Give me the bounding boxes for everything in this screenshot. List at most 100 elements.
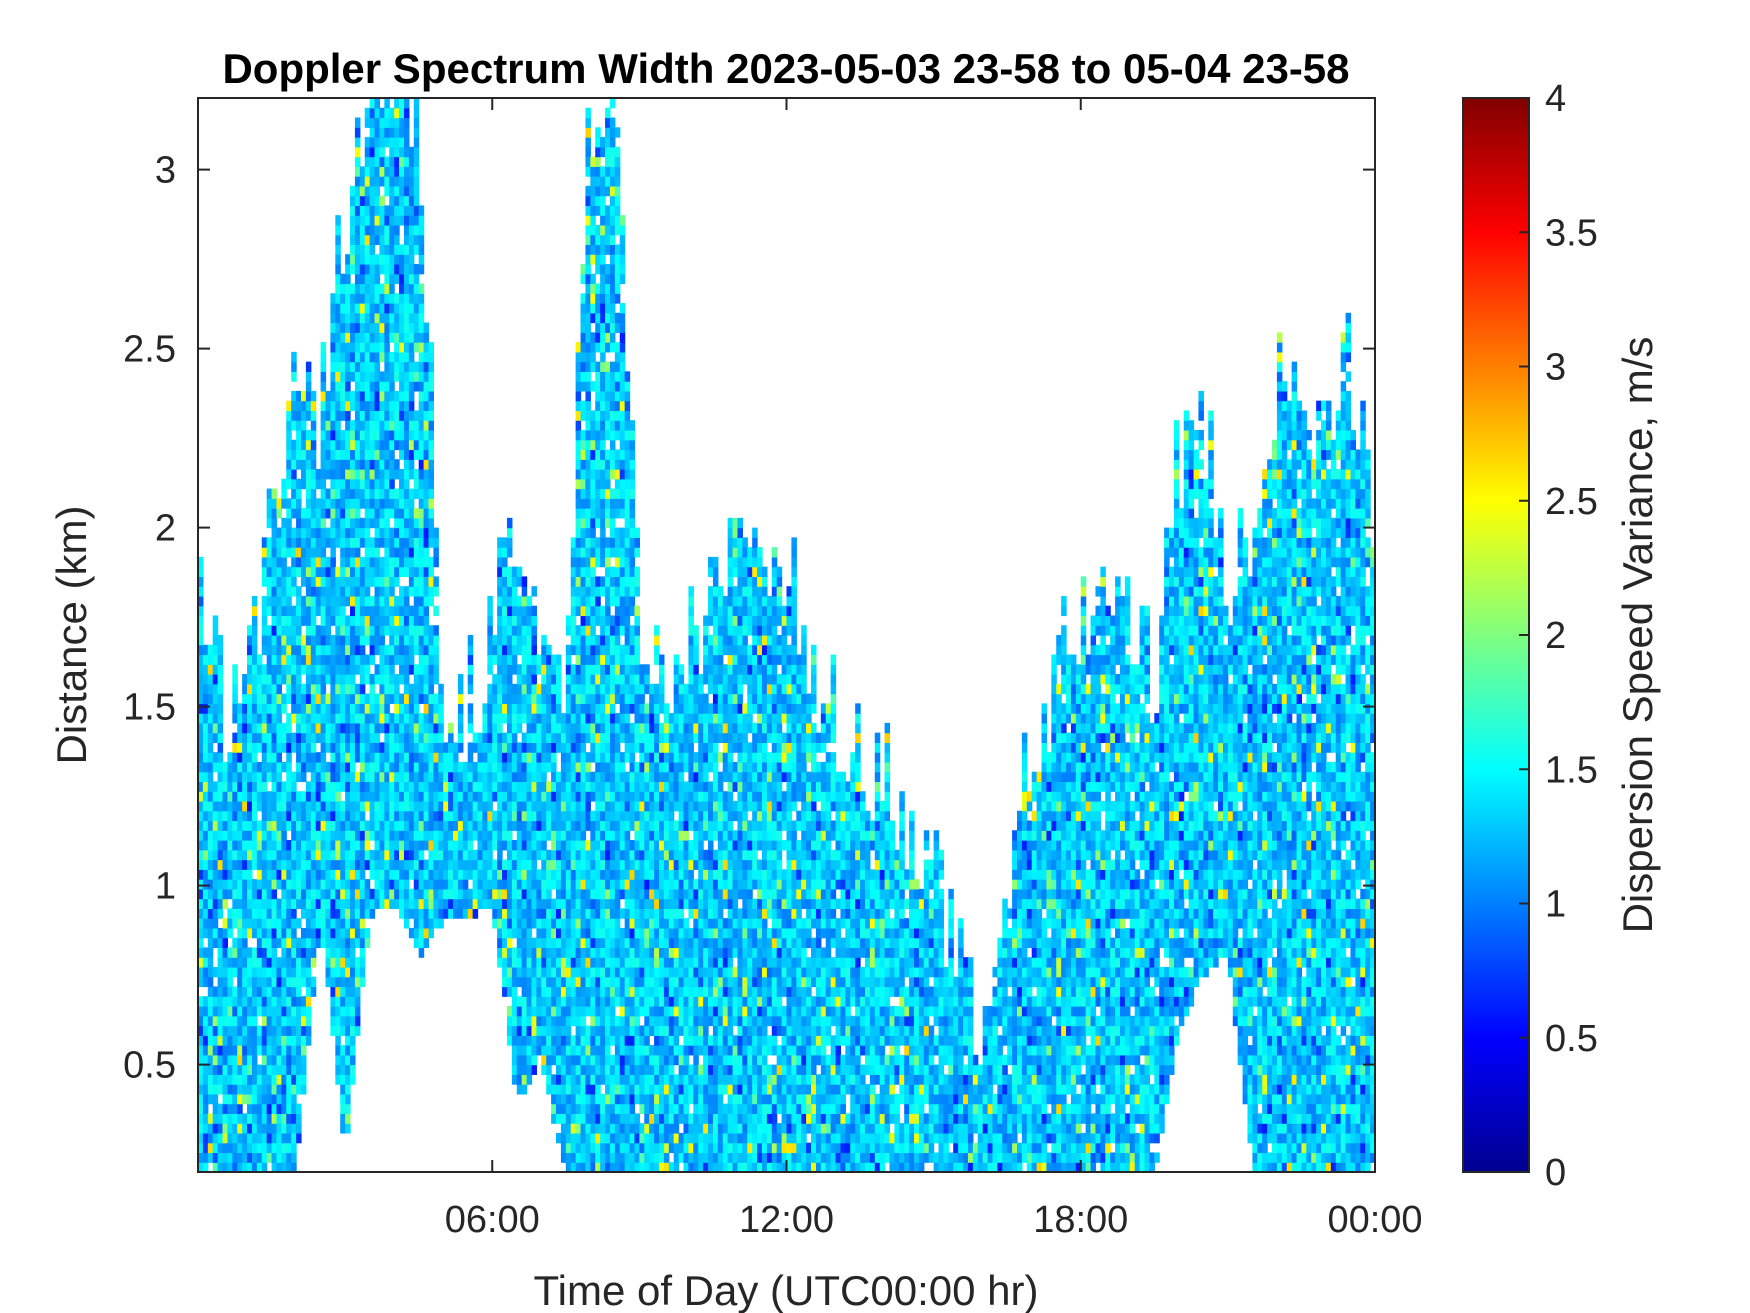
heatmap-cell — [222, 1054, 229, 1066]
heatmap-cell — [374, 224, 381, 236]
heatmap-cell — [266, 966, 273, 978]
heatmap-cell — [330, 674, 336, 685]
heatmap-cell — [428, 400, 434, 412]
heatmap-cell — [359, 556, 366, 568]
heatmap-cell — [305, 517, 312, 529]
heatmap-cell — [457, 830, 464, 841]
heatmap-cell — [521, 703, 528, 714]
heatmap-cell — [291, 879, 297, 890]
heatmap-cell — [560, 752, 567, 763]
heatmap-cell — [271, 879, 278, 890]
heatmap-cell — [600, 947, 606, 958]
heatmap-cell — [428, 566, 434, 578]
heatmap-cell — [600, 820, 606, 831]
heatmap-cell — [202, 683, 209, 695]
heatmap-cell — [345, 254, 351, 265]
heatmap-cell — [266, 537, 273, 548]
heatmap-cell — [580, 381, 587, 392]
heatmap-cell — [418, 381, 425, 392]
heatmap-cell — [281, 966, 287, 978]
heatmap-cell — [492, 635, 498, 646]
heatmap-cell — [202, 644, 209, 656]
heatmap-cell — [232, 1006, 238, 1017]
heatmap-cell — [198, 927, 204, 939]
heatmap-cell — [590, 449, 596, 460]
heatmap-cell — [605, 595, 611, 607]
heatmap-cell — [207, 1132, 214, 1144]
heatmap-cell — [399, 429, 405, 441]
heatmap-cell — [600, 693, 606, 704]
heatmap-cell — [296, 713, 302, 724]
heatmap-cell — [511, 1006, 518, 1017]
heatmap-cell — [340, 1093, 346, 1105]
heatmap-cell — [251, 947, 258, 958]
heatmap-cell — [202, 732, 209, 743]
heatmap-cell — [286, 986, 292, 997]
heatmap-cell — [575, 410, 582, 421]
heatmap-cell — [247, 713, 253, 724]
heatmap-cell — [551, 927, 557, 939]
heatmap-cell — [506, 781, 513, 792]
heatmap-cell — [374, 556, 381, 568]
heatmap-cell — [546, 752, 552, 763]
heatmap-cell — [207, 1123, 214, 1134]
heatmap-cells — [198, 98, 1375, 1172]
heatmap-cell — [408, 176, 415, 187]
heatmap-cell — [502, 693, 508, 704]
heatmap-cell — [374, 791, 381, 802]
heatmap-cell — [300, 664, 307, 675]
heatmap-cell — [369, 761, 376, 773]
heatmap-cell — [600, 1035, 606, 1046]
heatmap-cell — [281, 1064, 287, 1075]
heatmap-cell — [374, 625, 381, 636]
heatmap-cell — [242, 849, 248, 861]
heatmap-cell — [345, 1074, 351, 1085]
heatmap-cell — [354, 215, 361, 226]
heatmap-cell — [595, 1064, 601, 1075]
heatmap-cell — [340, 283, 346, 294]
heatmap-cell — [300, 1054, 307, 1066]
heatmap-cell — [580, 469, 587, 480]
heatmap-cell — [271, 976, 278, 988]
heatmap-cell — [325, 693, 332, 704]
heatmap-cell — [330, 537, 336, 548]
heatmap-cell — [590, 166, 596, 177]
heatmap-cell — [394, 898, 400, 909]
heatmap-cell — [418, 527, 425, 538]
heatmap-cell — [418, 263, 425, 275]
heatmap-cell — [310, 449, 317, 460]
heatmap-cell — [198, 1045, 204, 1056]
heatmap-cell — [374, 498, 381, 509]
heatmap-cell — [379, 800, 385, 812]
heatmap-cell — [271, 869, 278, 880]
heatmap-cell — [261, 986, 268, 997]
heatmap-cell — [379, 566, 385, 578]
heatmap-cell — [556, 732, 562, 743]
heatmap-cell — [379, 537, 385, 548]
heatmap-cell — [202, 898, 209, 909]
heatmap-cell — [551, 898, 557, 909]
heatmap-cell — [350, 996, 356, 1007]
heatmap-cell — [291, 986, 297, 997]
heatmap-cell — [212, 791, 219, 802]
heatmap-cell — [207, 849, 214, 861]
heatmap-cell — [580, 957, 587, 968]
heatmap-cell — [330, 713, 336, 724]
heatmap-cell — [261, 1084, 268, 1095]
heatmap-cell — [237, 1142, 243, 1154]
heatmap-cell — [418, 459, 425, 470]
heatmap-cell — [600, 1015, 606, 1027]
heatmap-cell — [281, 869, 287, 880]
heatmap-cell — [590, 312, 596, 324]
heatmap-cell — [261, 664, 268, 675]
heatmap-cell — [575, 713, 582, 724]
heatmap-cell — [556, 1103, 562, 1115]
heatmap-cell — [590, 176, 596, 187]
heatmap-cell — [536, 703, 542, 714]
heatmap-cell — [354, 420, 361, 431]
heatmap-cell — [335, 400, 341, 412]
heatmap-cell — [565, 683, 572, 695]
heatmap-cell — [394, 674, 400, 685]
heatmap-cell — [595, 1132, 601, 1144]
heatmap-cell — [394, 791, 400, 802]
